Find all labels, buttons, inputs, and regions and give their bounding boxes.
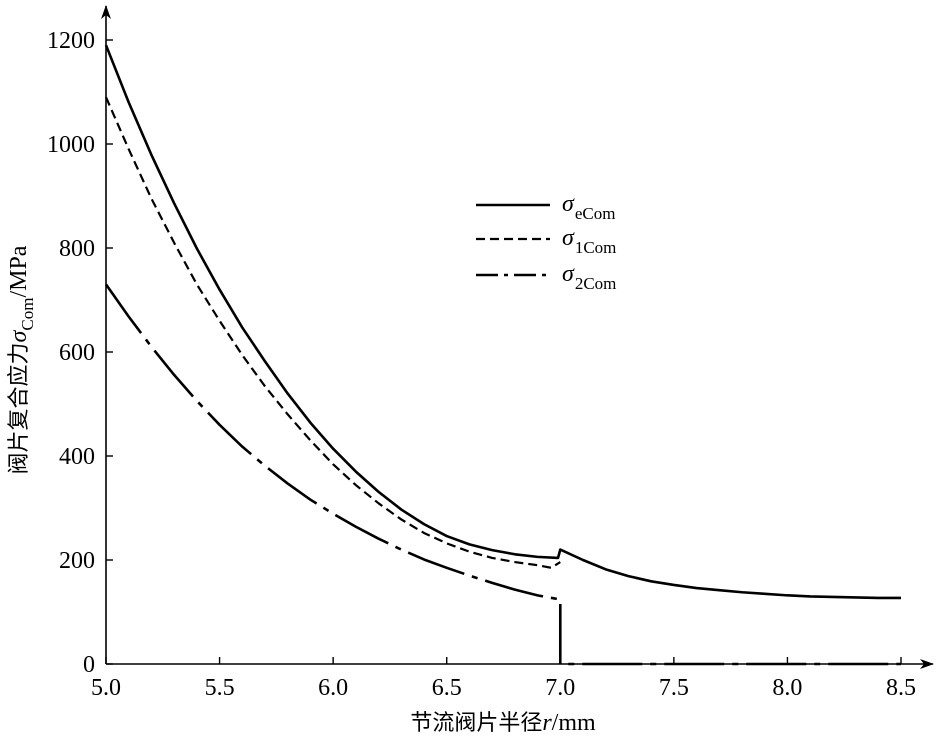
series-layer xyxy=(104,44,901,666)
x-tick-label: 7.5 xyxy=(659,675,689,701)
y-tick-label: 400 xyxy=(59,444,95,470)
y-tick-label: 1000 xyxy=(47,132,95,158)
x-tick-label: 5.5 xyxy=(205,675,235,701)
legend-label-2com: σ2Com xyxy=(562,261,616,293)
legend-label-ecom: σeCom xyxy=(562,191,615,223)
y-tick-label: 1200 xyxy=(47,28,95,54)
y-tick-label: 0 xyxy=(83,652,95,678)
x-ticks: 5.0 5.5 6.0 6.5 7.0 7.5 8.0 8.5 xyxy=(91,657,916,701)
y-axis-label: 阀片复合应力σCom/MPa xyxy=(6,245,37,474)
y-tick-label: 600 xyxy=(59,340,95,366)
x-axis-label: 节流阀片半径r/mm xyxy=(410,710,596,736)
legend: σeCom σ1Com σ2Com xyxy=(476,191,616,293)
series-1com-line xyxy=(104,96,561,569)
y-tick-label: 200 xyxy=(59,548,95,574)
x-tick-label: 6.0 xyxy=(318,675,348,701)
x-tick-label: 8.5 xyxy=(886,675,916,701)
x-tick-label: 6.5 xyxy=(432,675,462,701)
series-2com-line xyxy=(104,283,901,666)
y-ticks: 0 200 400 600 800 1000 1200 xyxy=(47,28,113,678)
x-tick-label: 8.0 xyxy=(772,675,802,701)
x-tick-label: 5.0 xyxy=(91,675,121,701)
series-ecom-line xyxy=(104,44,901,600)
x-tick-label: 7.0 xyxy=(545,675,575,701)
y-tick-label: 800 xyxy=(59,236,95,262)
legend-label-1com: σ1Com xyxy=(562,225,616,257)
